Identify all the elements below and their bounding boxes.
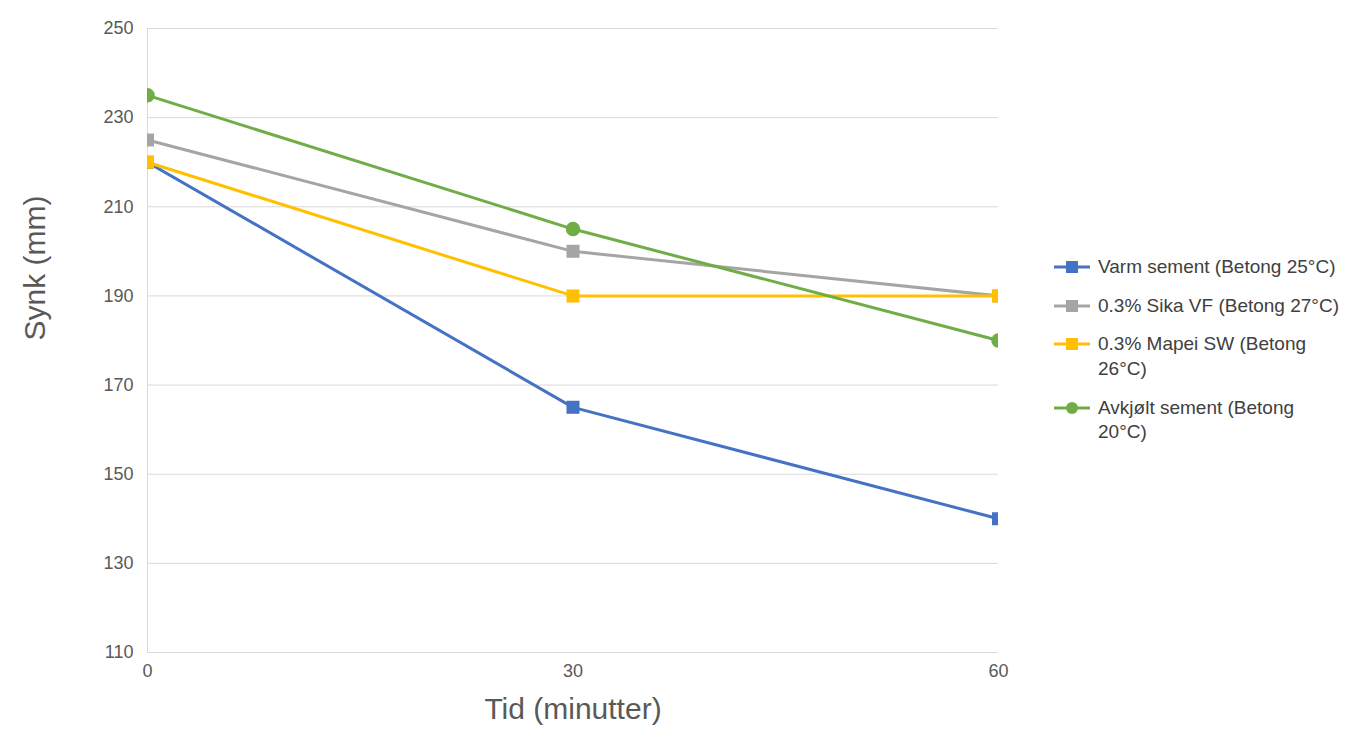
html-text:0.3% Mapei SW (Betong 26°C): 0.3% Mapei SW (Betong 26°C) (1098, 333, 1306, 380)
svg-text:250: 250 (103, 18, 133, 38)
svg-text:Synk (mm): Synk (mm) (18, 196, 51, 341)
svg-text:30: 30 (563, 661, 583, 681)
html-text:0.3% Sika VF (Betong 27°C): 0.3% Sika VF (Betong 27°C) (1098, 294, 1339, 316)
svg-text:Tid (minutter): Tid (minutter) (484, 692, 661, 725)
svg-text:60: 60 (988, 661, 1008, 681)
svg-text:170: 170 (103, 375, 133, 395)
svg-text:230: 230 (103, 107, 133, 127)
svg-text:190: 190 (103, 286, 133, 306)
svg-text:110: 110 (105, 642, 134, 662)
svg-text:210: 210 (103, 197, 133, 217)
svg-text:150: 150 (103, 464, 133, 484)
html-text:Varm sement (Betong 25°C): Varm sement (Betong 25°C) (1098, 256, 1336, 277)
svg-text:0: 0 (142, 661, 152, 681)
html-text:Avkjølt sement (Betong 20°C): Avkjølt sement (Betong 20°C) (1098, 396, 1295, 443)
svg-text:130: 130 (103, 553, 133, 573)
